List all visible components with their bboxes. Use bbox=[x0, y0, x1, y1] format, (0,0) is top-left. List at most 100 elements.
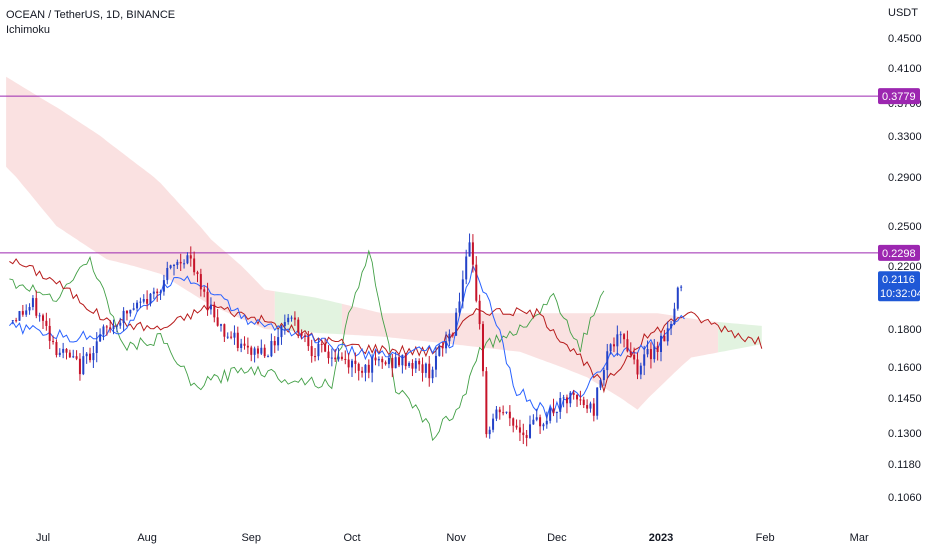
candle-body bbox=[525, 435, 528, 438]
candle-body bbox=[216, 317, 219, 326]
candle-body bbox=[636, 359, 639, 375]
x-tick-label: 2023 bbox=[649, 532, 673, 544]
candle-body bbox=[52, 340, 55, 343]
candle-body bbox=[451, 333, 454, 336]
x-tick-label: Oct bbox=[343, 532, 360, 544]
candle-body bbox=[673, 308, 676, 325]
candle-body bbox=[367, 364, 370, 373]
candle-body bbox=[350, 360, 354, 368]
candle-body bbox=[327, 351, 330, 359]
candle-body bbox=[465, 256, 468, 280]
candle-body bbox=[330, 357, 333, 359]
y-tick-label: 0.1180 bbox=[888, 459, 921, 471]
candle-body bbox=[391, 357, 394, 369]
candle-body bbox=[649, 348, 652, 360]
candle-body bbox=[495, 409, 498, 419]
y-tick-label: 0.1060 bbox=[888, 492, 922, 504]
candle-body bbox=[310, 346, 313, 357]
candle-body bbox=[676, 287, 679, 309]
candle-body bbox=[418, 360, 421, 365]
candle-body bbox=[569, 392, 572, 404]
candle-body bbox=[481, 324, 484, 372]
candle-body bbox=[414, 360, 417, 369]
candle-body bbox=[612, 344, 615, 347]
candle-body bbox=[445, 341, 448, 349]
candle-body bbox=[441, 345, 444, 349]
candle-body bbox=[236, 332, 239, 348]
candle-body bbox=[176, 261, 179, 266]
candle-body bbox=[122, 310, 125, 323]
y-tick-label: 0.2500 bbox=[888, 221, 922, 233]
candle-body bbox=[387, 357, 390, 365]
candle-body bbox=[109, 327, 112, 330]
chikou-span-line bbox=[9, 249, 605, 442]
candle-body bbox=[78, 358, 81, 375]
y-tick-label: 0.1800 bbox=[888, 324, 922, 336]
candle-body bbox=[572, 392, 575, 395]
candle-body bbox=[85, 353, 88, 357]
candle-body bbox=[377, 358, 380, 361]
candle-body bbox=[166, 267, 169, 281]
candle-body bbox=[95, 341, 98, 354]
candle-body bbox=[421, 364, 424, 373]
candle-body bbox=[535, 417, 538, 420]
candle-body bbox=[213, 304, 216, 318]
candle-body bbox=[260, 347, 263, 354]
candle-body bbox=[468, 242, 471, 257]
candle-body bbox=[75, 356, 78, 359]
y-tick-label: 0.1300 bbox=[888, 428, 922, 440]
candle-body bbox=[142, 298, 145, 302]
candle-body bbox=[663, 335, 666, 342]
candle-body bbox=[277, 337, 280, 346]
candle-body bbox=[475, 264, 478, 301]
candle-body bbox=[223, 324, 226, 337]
candle-body bbox=[250, 347, 253, 355]
candle-body bbox=[347, 359, 350, 368]
candle-body bbox=[21, 311, 24, 315]
candle-body bbox=[55, 342, 58, 356]
candle-body bbox=[105, 326, 108, 328]
candle-body bbox=[172, 265, 175, 267]
x-tick-label: Nov bbox=[446, 532, 466, 544]
candle-body bbox=[102, 326, 105, 335]
x-tick-label: Mar bbox=[850, 532, 869, 544]
candle-body bbox=[492, 418, 495, 430]
y-tick-label: 0.1600 bbox=[888, 362, 922, 374]
candle-body bbox=[41, 315, 45, 321]
y-tick-label: 0.2200 bbox=[888, 261, 922, 273]
candle-body bbox=[518, 427, 521, 433]
candles bbox=[11, 233, 683, 447]
indicator-name: Ichimoku bbox=[6, 24, 51, 36]
candle-body bbox=[230, 336, 233, 338]
candle-body bbox=[317, 343, 320, 357]
candle-body bbox=[461, 279, 464, 302]
last-price-badge bbox=[878, 271, 920, 302]
candle-body bbox=[263, 347, 266, 357]
y-tick-label: 0.1450 bbox=[888, 393, 922, 405]
candle-body bbox=[273, 340, 276, 346]
candle-body bbox=[233, 332, 236, 338]
y-tick-label: 0.4100 bbox=[888, 63, 922, 75]
candle-body bbox=[512, 418, 515, 426]
candle-body bbox=[539, 417, 542, 427]
tenkan-sen-line bbox=[9, 263, 685, 421]
level-price-text: 0.3779 bbox=[882, 91, 916, 103]
candle-body bbox=[246, 345, 249, 348]
candle-body bbox=[149, 293, 152, 304]
candle-body bbox=[240, 343, 243, 348]
candle-body bbox=[364, 364, 367, 373]
candle-body bbox=[549, 408, 552, 421]
candle-body bbox=[424, 363, 427, 373]
candle-body bbox=[401, 354, 404, 366]
candle-body bbox=[565, 397, 568, 404]
x-tick-label: Feb bbox=[756, 532, 775, 544]
candle-body bbox=[209, 304, 212, 310]
candle-body bbox=[515, 425, 518, 428]
horizontal-lines bbox=[0, 95, 880, 254]
currency-label: USDT bbox=[888, 7, 918, 19]
cloud-bullish bbox=[274, 291, 342, 335]
candle-body bbox=[471, 242, 474, 265]
x-tick-label: Dec bbox=[547, 532, 567, 544]
candle-body bbox=[545, 420, 548, 425]
